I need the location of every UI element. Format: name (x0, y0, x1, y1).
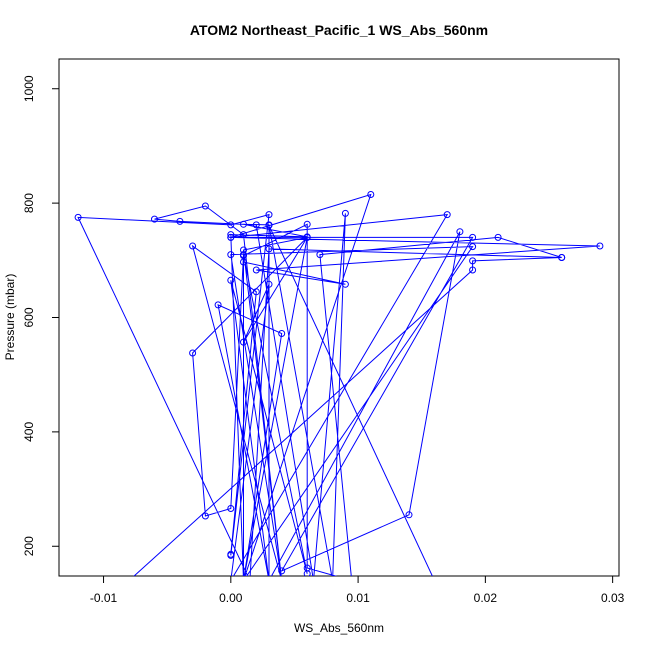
data-point (341, 209, 349, 217)
data-point (303, 564, 311, 572)
y-axis: 200 400 600 800 1000 (22, 75, 59, 556)
data-point (456, 228, 464, 236)
y-tick-label: 1000 (22, 75, 36, 102)
data-point (349, 578, 355, 584)
data-point (201, 202, 209, 210)
data-point (227, 505, 235, 512)
data-point (227, 231, 235, 239)
data-point (311, 578, 317, 584)
data-point (596, 242, 604, 250)
data-point (214, 301, 222, 309)
data-point (432, 578, 438, 584)
data-point (240, 338, 247, 346)
data-point (316, 251, 324, 259)
data-point (405, 511, 413, 519)
y-tick-label: 600 (22, 307, 36, 327)
data-point (240, 220, 247, 228)
chart-title: ATOM2 Northeast_Pacific_1 WS_Abs_560nm (190, 22, 488, 38)
data-point (227, 276, 235, 284)
data-point (189, 242, 197, 250)
y-tick-label: 400 (22, 422, 36, 442)
data-point (265, 280, 273, 288)
data-point (74, 213, 82, 221)
data-point (341, 280, 349, 288)
data-point (227, 221, 235, 229)
data-point (201, 512, 209, 520)
data-point (265, 245, 273, 253)
data-point (278, 567, 286, 575)
data-point (227, 233, 235, 241)
data-point (265, 211, 273, 219)
data-point (558, 254, 566, 261)
x-tick-label: 0.03 (601, 591, 625, 605)
data-point (240, 231, 247, 239)
data-point (266, 578, 272, 584)
data-point (241, 578, 247, 584)
data-point (330, 578, 336, 584)
data-point (469, 233, 477, 241)
data-point (176, 217, 184, 225)
x-tick-label: -0.01 (90, 591, 118, 605)
data-point (189, 349, 197, 357)
data-point (126, 578, 132, 584)
data-point (227, 251, 235, 259)
data-point (252, 288, 260, 296)
data-point (227, 550, 235, 558)
x-tick-label: 0.00 (219, 591, 243, 605)
y-tick-label: 800 (22, 193, 36, 213)
data-point (494, 233, 502, 241)
data-point (303, 220, 311, 228)
data-point (266, 578, 272, 584)
series-line (77, 193, 600, 576)
data-point (278, 330, 286, 337)
data-point (367, 191, 375, 198)
data-point (303, 233, 311, 241)
x-axis: -0.01 0.00 0.01 0.02 0.03 (90, 576, 625, 605)
data-point (241, 578, 247, 584)
data-point (252, 266, 260, 274)
data-point (247, 578, 253, 584)
data-point (252, 221, 260, 229)
x-axis-label: WS_Abs_560nm (294, 621, 384, 635)
x-tick-label: 0.01 (346, 591, 370, 605)
data-point (469, 243, 477, 251)
data-layer (74, 191, 604, 584)
y-axis-label: Pressure (mbar) (3, 274, 17, 361)
data-point (443, 211, 451, 219)
data-point (469, 266, 477, 274)
y-tick-label: 200 (22, 536, 36, 556)
data-point (240, 252, 247, 260)
data-point (241, 578, 247, 584)
plot-frame (58, 58, 620, 577)
data-point (151, 215, 158, 223)
x-tick-label: 0.02 (474, 591, 498, 605)
data-point (279, 578, 285, 584)
data-point (265, 221, 273, 229)
data-point (469, 257, 477, 265)
data-point (279, 578, 285, 584)
data-point (241, 578, 247, 584)
